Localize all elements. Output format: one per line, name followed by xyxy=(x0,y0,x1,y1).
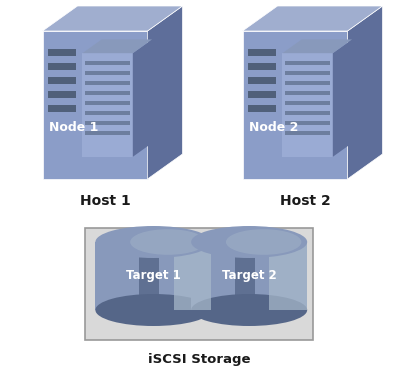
Ellipse shape xyxy=(191,294,307,326)
Polygon shape xyxy=(95,242,212,310)
Polygon shape xyxy=(85,131,130,135)
Text: Target 1: Target 1 xyxy=(126,269,181,282)
Polygon shape xyxy=(282,53,333,157)
Polygon shape xyxy=(247,63,277,70)
Polygon shape xyxy=(282,39,352,53)
Polygon shape xyxy=(285,71,330,75)
Text: Node 1: Node 1 xyxy=(49,121,98,134)
Polygon shape xyxy=(147,6,182,179)
Ellipse shape xyxy=(130,229,206,255)
Polygon shape xyxy=(85,101,130,105)
Polygon shape xyxy=(48,49,76,56)
Polygon shape xyxy=(285,91,330,95)
Polygon shape xyxy=(85,111,130,115)
Polygon shape xyxy=(82,39,152,53)
Polygon shape xyxy=(85,81,130,85)
Polygon shape xyxy=(48,77,76,84)
Polygon shape xyxy=(82,53,133,157)
Polygon shape xyxy=(285,131,330,135)
Polygon shape xyxy=(85,121,130,125)
Polygon shape xyxy=(43,6,182,31)
Polygon shape xyxy=(85,91,130,95)
FancyBboxPatch shape xyxy=(85,228,313,340)
Ellipse shape xyxy=(226,229,301,255)
Polygon shape xyxy=(174,242,212,310)
Text: Host 1: Host 1 xyxy=(80,194,131,208)
Polygon shape xyxy=(247,91,277,98)
Polygon shape xyxy=(285,121,330,125)
Text: Host 2: Host 2 xyxy=(280,194,331,208)
Polygon shape xyxy=(242,6,383,31)
Ellipse shape xyxy=(191,226,307,258)
Ellipse shape xyxy=(95,294,212,326)
Text: iSCSI Storage: iSCSI Storage xyxy=(148,354,250,367)
Polygon shape xyxy=(285,61,330,65)
Polygon shape xyxy=(191,242,307,310)
Polygon shape xyxy=(85,71,130,75)
Polygon shape xyxy=(235,242,255,310)
Polygon shape xyxy=(43,31,147,179)
Polygon shape xyxy=(48,105,76,112)
Text: Target 2: Target 2 xyxy=(222,269,277,282)
Polygon shape xyxy=(85,61,130,65)
Polygon shape xyxy=(139,242,160,310)
Polygon shape xyxy=(348,6,383,179)
Polygon shape xyxy=(285,111,330,115)
Ellipse shape xyxy=(95,226,212,258)
Polygon shape xyxy=(247,77,277,84)
Polygon shape xyxy=(48,91,76,98)
Polygon shape xyxy=(285,81,330,85)
Text: Node 2: Node 2 xyxy=(249,121,299,134)
Polygon shape xyxy=(269,242,307,310)
Polygon shape xyxy=(285,101,330,105)
Polygon shape xyxy=(242,31,348,179)
Polygon shape xyxy=(133,39,152,157)
Polygon shape xyxy=(247,105,277,112)
Polygon shape xyxy=(48,63,76,70)
Polygon shape xyxy=(333,39,352,157)
Polygon shape xyxy=(247,49,277,56)
